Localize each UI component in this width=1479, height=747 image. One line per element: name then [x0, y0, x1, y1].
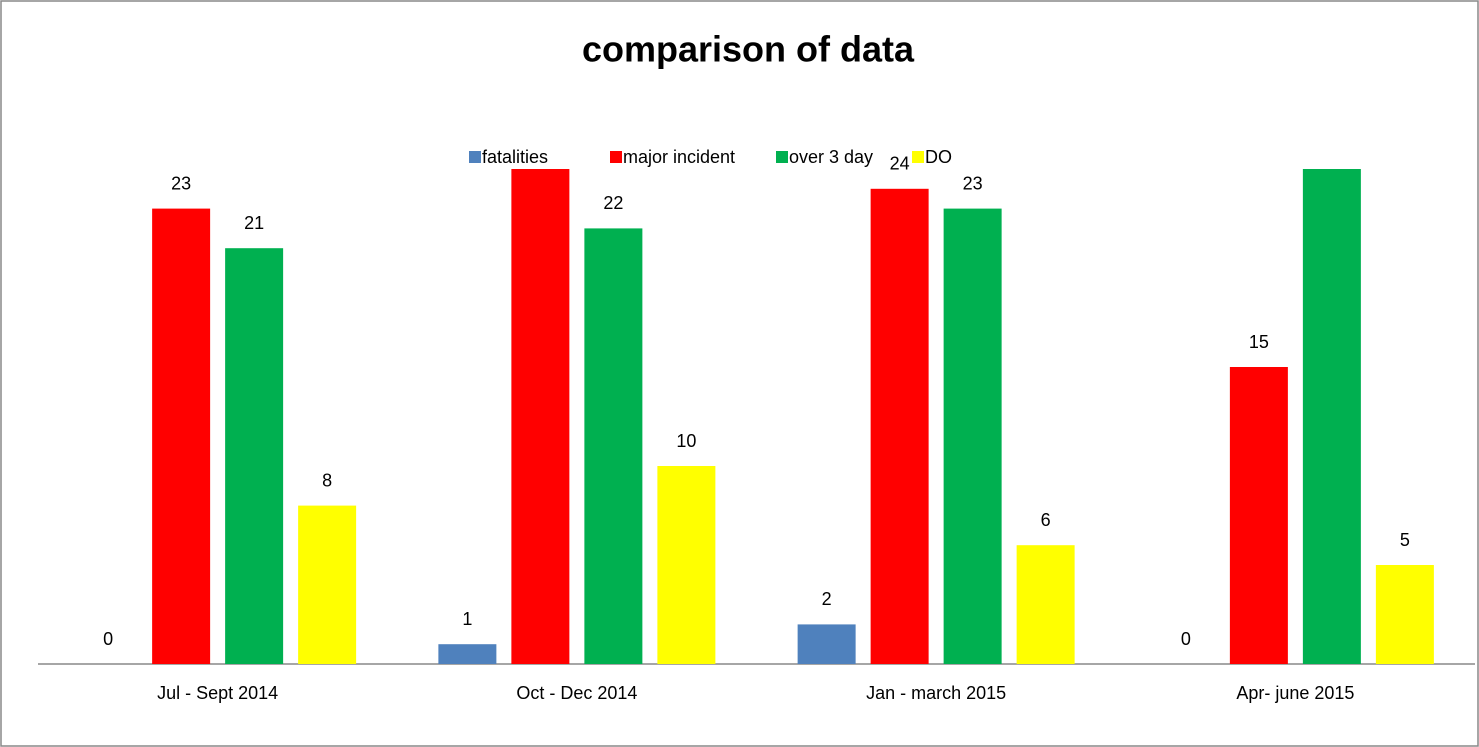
data-label: 6	[1041, 510, 1051, 530]
legend-label: major incident	[623, 147, 735, 167]
data-label: 10	[676, 431, 696, 451]
legend-label: DO	[925, 147, 952, 167]
legend-swatch	[610, 151, 622, 163]
legend-swatch	[469, 151, 481, 163]
data-label: 15	[1249, 332, 1269, 352]
chart-title: comparison of data	[582, 29, 915, 70]
data-label: 8	[322, 470, 332, 490]
data-label: 5	[1400, 530, 1410, 550]
bar	[943, 208, 1002, 664]
x-tick-label: Apr- june 2015	[1236, 683, 1354, 703]
bar	[1302, 169, 1361, 664]
data-label: 0	[103, 629, 113, 649]
data-label: 24	[890, 154, 910, 174]
data-label: 0	[1181, 629, 1191, 649]
data-label: 1	[462, 609, 472, 629]
x-tick-label: Jul - Sept 2014	[157, 683, 278, 703]
data-label: 2	[822, 589, 832, 609]
bar	[1229, 367, 1288, 664]
bar	[870, 188, 929, 665]
bar	[225, 248, 284, 664]
legend-label: fatalities	[482, 147, 548, 167]
legend-swatch	[912, 151, 924, 163]
legend-label: over 3 day	[789, 147, 873, 167]
bar	[584, 228, 643, 664]
bar	[152, 208, 211, 664]
data-label: 23	[963, 173, 983, 193]
data-label: 21	[244, 213, 264, 233]
data-label: 22	[603, 193, 623, 213]
bar	[438, 644, 497, 664]
x-tick-label: Oct - Dec 2014	[516, 683, 637, 703]
bar	[657, 466, 716, 664]
bar	[511, 169, 570, 664]
bar	[1016, 545, 1075, 664]
bar	[797, 624, 856, 664]
bar	[1375, 565, 1434, 664]
bar	[298, 505, 357, 664]
legend-swatch	[776, 151, 788, 163]
data-label: 23	[171, 173, 191, 193]
x-tick-label: Jan - march 2015	[866, 683, 1006, 703]
